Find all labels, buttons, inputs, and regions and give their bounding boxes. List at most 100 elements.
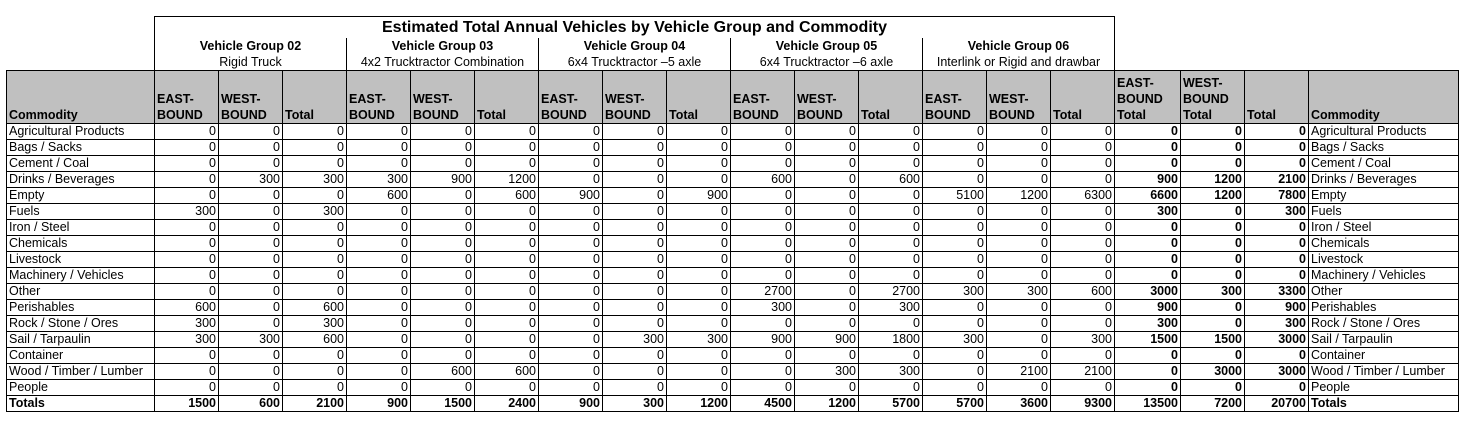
vehicle-group-header: Vehicle Group 04 — [538, 38, 731, 54]
value-cell: 0 — [218, 267, 283, 284]
value-cell: 0 — [474, 379, 539, 396]
value-cell: 0 — [346, 155, 411, 172]
value-cell: 300 — [922, 331, 987, 348]
value-cell: 0 — [282, 123, 347, 140]
value-cell: 0 — [986, 251, 1051, 268]
value-cell: 0 — [730, 219, 795, 236]
value-cell: 0 — [346, 331, 411, 348]
summary-total-cell: 0 — [1114, 219, 1181, 236]
summary-total-cell: 0 — [1180, 299, 1245, 316]
value-cell: 0 — [410, 283, 475, 300]
value-cell: 600 — [346, 187, 411, 204]
value-cell: 4500 — [730, 395, 795, 412]
value-cell: 0 — [858, 251, 923, 268]
value-cell: 0 — [986, 171, 1051, 188]
value-cell: 0 — [666, 379, 731, 396]
value-cell: 900 — [410, 171, 475, 188]
summary-total-cell: 2100 — [1244, 171, 1309, 188]
header-eastbound: EAST-BOUND — [538, 70, 603, 124]
value-cell: 900 — [538, 395, 603, 412]
header-westbound: WEST-BOUND — [794, 70, 859, 124]
value-cell: 0 — [282, 283, 347, 300]
value-cell: 0 — [730, 235, 795, 252]
value-cell: 0 — [218, 235, 283, 252]
value-cell: 0 — [602, 155, 667, 172]
value-cell: 0 — [410, 187, 475, 204]
value-cell: 0 — [794, 187, 859, 204]
value-cell: 0 — [858, 123, 923, 140]
value-cell: 600 — [410, 363, 475, 380]
value-cell: 600 — [282, 331, 347, 348]
value-cell: 900 — [730, 331, 795, 348]
summary-total-cell: 300 — [1114, 315, 1181, 332]
value-cell: 0 — [794, 347, 859, 364]
value-cell: 0 — [154, 139, 219, 156]
value-cell: 2400 — [474, 395, 539, 412]
value-cell: 0 — [922, 267, 987, 284]
value-cell: 0 — [794, 123, 859, 140]
commodity-cell: Container — [6, 347, 155, 364]
summary-total-cell: 0 — [1114, 363, 1181, 380]
commodity-cell-right: Bags / Sacks — [1308, 139, 1459, 156]
table-title: Estimated Total Annual Vehicles by Vehic… — [154, 16, 1115, 38]
value-cell: 0 — [1050, 219, 1115, 236]
value-cell: 0 — [1050, 139, 1115, 156]
value-cell: 0 — [666, 363, 731, 380]
value-cell: 0 — [282, 139, 347, 156]
summary-total-cell: 0 — [1114, 235, 1181, 252]
vehicle-group-description: 4x2 Trucktractor Combination — [346, 54, 539, 71]
table-row: Iron / Steel 0 0 0 0 0 0 0 0 0 0 0 0 0 0 0 0 0 0 Iron / Ste… — [6, 219, 1459, 236]
value-cell: 0 — [474, 251, 539, 268]
value-cell: 300 — [602, 395, 667, 412]
commodity-cell-right: Container — [1308, 347, 1459, 364]
value-cell: 300 — [666, 331, 731, 348]
value-cell: 0 — [154, 155, 219, 172]
commodity-cell-right: Empty — [1308, 187, 1459, 204]
summary-total-cell: 0 — [1180, 347, 1245, 364]
value-cell: 0 — [858, 379, 923, 396]
summary-total-cell: 0 — [1244, 219, 1309, 236]
header-grand-total: Total — [1244, 70, 1309, 124]
value-cell: 0 — [346, 139, 411, 156]
value-cell: 0 — [282, 251, 347, 268]
value-cell: 300 — [154, 315, 219, 332]
commodity-cell-right: Rock / Stone / Ores — [1308, 315, 1459, 332]
value-cell: 0 — [858, 315, 923, 332]
value-cell: 0 — [538, 267, 603, 284]
summary-total-cell: 3300 — [1244, 283, 1309, 300]
value-cell: 0 — [666, 347, 731, 364]
header-total: Total — [282, 70, 347, 124]
table-row: Rock / Stone / Ores 300 0 300 0 0 0 0 0 0 0 0 0 0 0 0 30… — [6, 315, 1459, 332]
summary-total-cell: 3000 — [1114, 283, 1181, 300]
value-cell: 0 — [602, 219, 667, 236]
value-cell: 0 — [538, 139, 603, 156]
summary-total-cell: 300 — [1180, 283, 1245, 300]
value-cell: 1200 — [794, 395, 859, 412]
commodity-cell: Perishables — [6, 299, 155, 316]
value-cell: 0 — [282, 219, 347, 236]
value-cell: 0 — [794, 171, 859, 188]
summary-total-cell: 3000 — [1244, 363, 1309, 380]
summary-total-cell: 3000 — [1244, 331, 1309, 348]
value-cell: 0 — [218, 219, 283, 236]
value-cell: 0 — [794, 251, 859, 268]
commodity-cell-right: People — [1308, 379, 1459, 396]
value-cell: 0 — [602, 251, 667, 268]
value-cell: 0 — [346, 219, 411, 236]
value-cell: 0 — [538, 331, 603, 348]
value-cell: 0 — [666, 315, 731, 332]
value-cell: 0 — [218, 363, 283, 380]
value-cell: 0 — [538, 379, 603, 396]
value-cell: 0 — [602, 299, 667, 316]
summary-total-cell: 0 — [1180, 139, 1245, 156]
value-cell: 0 — [666, 219, 731, 236]
value-cell: 0 — [666, 203, 731, 220]
vehicle-group-header: Vehicle Group 03 — [346, 38, 539, 54]
value-cell: 0 — [922, 347, 987, 364]
value-cell: 0 — [922, 235, 987, 252]
summary-total-cell: 0 — [1244, 155, 1309, 172]
header-westbound: WEST-BOUND — [218, 70, 283, 124]
value-cell: 0 — [986, 299, 1051, 316]
commodity-cell-right: Iron / Steel — [1308, 219, 1459, 236]
value-cell: 0 — [730, 187, 795, 204]
